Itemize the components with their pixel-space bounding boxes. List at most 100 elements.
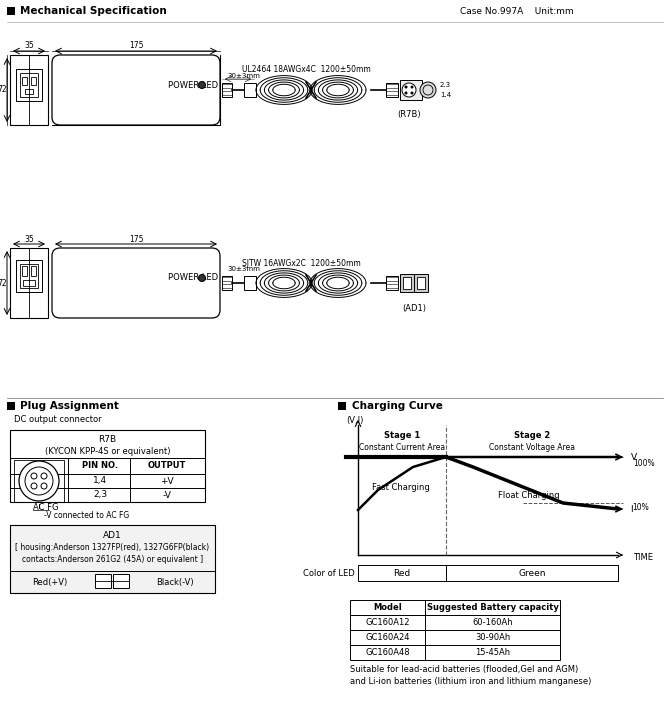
- Text: PIN NO.: PIN NO.: [82, 461, 118, 471]
- Text: I: I: [630, 505, 632, 513]
- Circle shape: [198, 274, 206, 281]
- Bar: [14, 460, 64, 502]
- Bar: [16, 69, 42, 101]
- Text: (R7B): (R7B): [397, 111, 421, 119]
- Text: 3: 3: [52, 471, 58, 480]
- Bar: [403, 277, 411, 289]
- Text: DC output connector: DC output connector: [14, 416, 102, 425]
- Bar: [25, 89, 33, 94]
- Bar: [244, 276, 256, 290]
- Circle shape: [19, 461, 59, 501]
- Text: (V,I): (V,I): [346, 416, 363, 425]
- Text: Suggested Battery capacity: Suggested Battery capacity: [427, 603, 558, 612]
- Bar: [16, 260, 42, 292]
- Bar: [446, 565, 618, 581]
- Bar: [23, 280, 35, 286]
- Text: 1,4: 1,4: [93, 476, 107, 486]
- Bar: [113, 574, 129, 588]
- Text: GC160A48: GC160A48: [365, 648, 410, 657]
- Circle shape: [420, 82, 436, 98]
- Text: Color of LED: Color of LED: [303, 568, 354, 578]
- Bar: [350, 615, 560, 630]
- Text: Stage 2: Stage 2: [514, 431, 550, 440]
- Text: Constant Voltage Area: Constant Voltage Area: [489, 443, 575, 451]
- Circle shape: [405, 86, 407, 89]
- Text: 4: 4: [52, 483, 58, 491]
- Bar: [358, 565, 446, 581]
- Text: Green: Green: [519, 568, 546, 578]
- Text: 2,3: 2,3: [93, 491, 107, 500]
- Text: 175: 175: [129, 41, 143, 51]
- Bar: [244, 83, 256, 97]
- Text: 35: 35: [24, 234, 34, 243]
- Text: Plug Assignment: Plug Assignment: [20, 401, 119, 411]
- Bar: [31, 266, 36, 276]
- Bar: [7, 402, 15, 410]
- Bar: [10, 430, 205, 502]
- Text: (KYCON KPP-4S or equivalent): (KYCON KPP-4S or equivalent): [45, 448, 170, 456]
- Text: 1: 1: [21, 483, 25, 491]
- Text: Red(+V): Red(+V): [32, 578, 68, 586]
- Bar: [400, 80, 422, 100]
- Text: Case No.997A    Unit:mm: Case No.997A Unit:mm: [460, 6, 574, 16]
- Bar: [386, 276, 398, 290]
- Text: +V: +V: [160, 476, 174, 486]
- Text: POWER LED: POWER LED: [168, 273, 218, 283]
- Text: GC160A24: GC160A24: [365, 633, 410, 642]
- Text: [ housing:Anderson 1327FP(red), 1327G6FP(black): [ housing:Anderson 1327FP(red), 1327G6FP…: [15, 543, 210, 553]
- Bar: [10, 248, 48, 318]
- Text: R7B: R7B: [98, 436, 117, 445]
- Text: 2.3: 2.3: [440, 82, 451, 88]
- Bar: [31, 77, 36, 85]
- Bar: [400, 274, 428, 292]
- Text: 30±3mm: 30±3mm: [227, 266, 260, 272]
- Text: 100%: 100%: [633, 458, 655, 468]
- Circle shape: [405, 91, 407, 94]
- Text: 15-45Ah: 15-45Ah: [475, 648, 510, 657]
- Bar: [222, 83, 232, 97]
- Text: 35: 35: [24, 41, 34, 51]
- Bar: [20, 73, 38, 97]
- Bar: [350, 600, 560, 615]
- Text: Mechanical Specification: Mechanical Specification: [20, 6, 167, 16]
- Text: contacts:Anderson 261G2 (45A) or equivalent ]: contacts:Anderson 261G2 (45A) or equival…: [22, 555, 203, 565]
- Text: OUTPUT: OUTPUT: [148, 461, 186, 471]
- Text: 30-90Ah: 30-90Ah: [475, 633, 510, 642]
- Bar: [350, 645, 560, 660]
- Text: 2: 2: [21, 471, 25, 480]
- Text: Constant Current Area: Constant Current Area: [359, 443, 445, 451]
- Text: -V connected to AC FG: -V connected to AC FG: [44, 511, 129, 521]
- Text: Charging Curve: Charging Curve: [352, 401, 443, 411]
- Text: UL2464 18AWGx4C  1200±50mm: UL2464 18AWGx4C 1200±50mm: [242, 66, 371, 74]
- Text: (AD1): (AD1): [402, 303, 426, 313]
- Text: -V: -V: [163, 491, 172, 500]
- Bar: [52, 248, 220, 318]
- Text: POWER LED: POWER LED: [168, 81, 218, 89]
- Bar: [10, 525, 215, 593]
- Text: Red: Red: [393, 568, 411, 578]
- Bar: [22, 77, 27, 85]
- Text: TIME: TIME: [633, 553, 653, 561]
- Text: 60-160Ah: 60-160Ah: [472, 618, 513, 627]
- Text: Black(-V): Black(-V): [156, 578, 194, 586]
- Bar: [222, 276, 232, 290]
- Bar: [338, 402, 346, 410]
- Text: Suitable for lead-acid batteries (flooded,Gel and AGM): Suitable for lead-acid batteries (floode…: [350, 665, 578, 674]
- Text: and Li-ion batteries (lithium iron and lithium manganese): and Li-ion batteries (lithium iron and l…: [350, 677, 592, 686]
- Text: GC160A12: GC160A12: [365, 618, 410, 627]
- Bar: [7, 7, 15, 15]
- Text: AC FG: AC FG: [33, 503, 58, 513]
- Text: 72: 72: [0, 86, 7, 94]
- Bar: [350, 630, 560, 645]
- Text: 1.4: 1.4: [440, 92, 451, 98]
- Bar: [20, 264, 38, 288]
- Bar: [10, 55, 48, 125]
- Bar: [417, 277, 425, 289]
- Circle shape: [411, 86, 413, 89]
- Bar: [52, 55, 220, 125]
- Text: SJTW 16AWGx2C  1200±50mm: SJTW 16AWGx2C 1200±50mm: [242, 258, 360, 268]
- Bar: [386, 83, 398, 97]
- Text: 30±3mm: 30±3mm: [227, 73, 260, 79]
- Circle shape: [402, 83, 416, 97]
- Text: AD1: AD1: [103, 531, 122, 540]
